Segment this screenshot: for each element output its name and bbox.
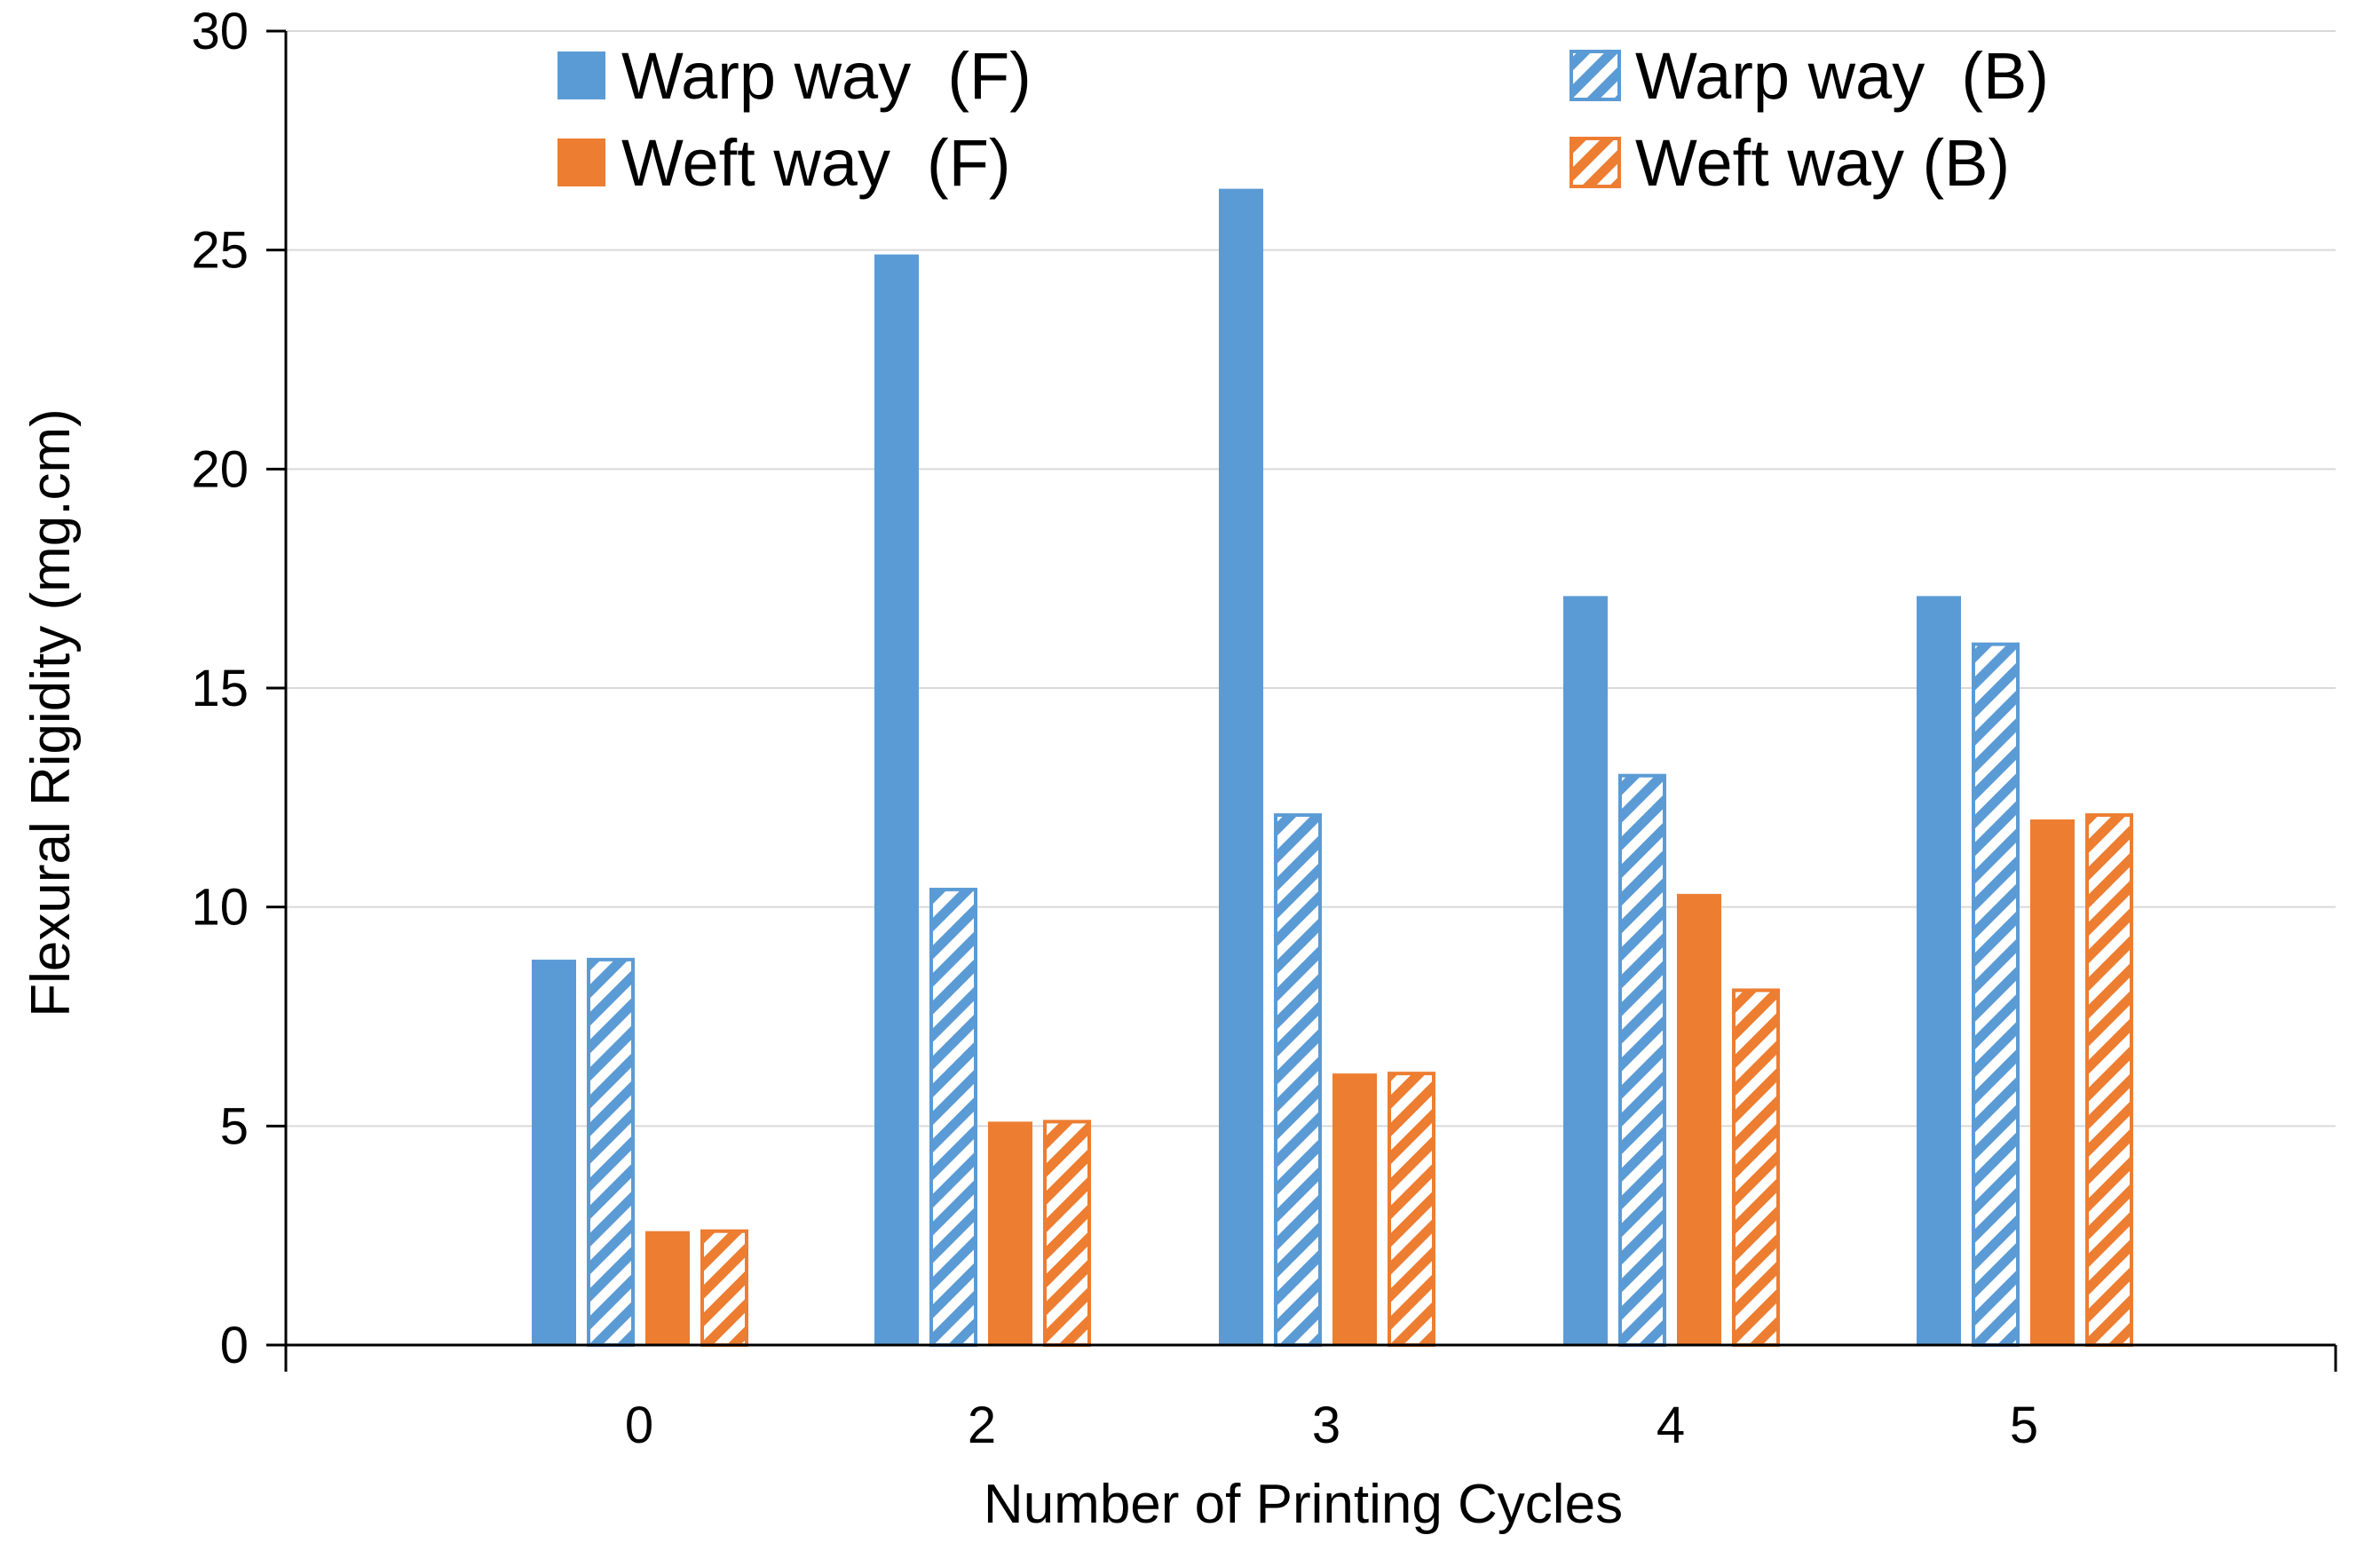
legend-swatch	[557, 138, 605, 186]
bar	[700, 1229, 748, 1347]
bar	[587, 957, 635, 1348]
x-tick-label: 4	[1657, 1397, 1685, 1454]
bar	[1563, 596, 1608, 1345]
legend-swatch	[1570, 50, 1621, 101]
bar	[1917, 596, 1961, 1345]
y-tick-label: 0	[220, 1317, 249, 1374]
y-tick-label: 10	[191, 879, 249, 937]
legend-label: Weft way (B)	[1635, 126, 2010, 200]
x-tick-label: 2	[968, 1397, 996, 1454]
y-tick-label: 20	[191, 440, 249, 498]
y-axis-title: Flexural Rigidity (mg.cm)	[20, 408, 82, 1017]
bar	[1618, 773, 1666, 1347]
x-tick-label: 3	[1312, 1397, 1340, 1454]
bars	[532, 188, 2133, 1348]
bar	[1332, 1073, 1377, 1345]
legend-label: Warp way (F)	[621, 39, 1032, 113]
x-tick-label: 5	[2010, 1397, 2038, 1454]
legend: Warp way (F) Warp way (B) Weft way (F) Weft…	[557, 39, 2049, 200]
bar	[988, 1121, 1032, 1345]
bar	[929, 887, 977, 1347]
x-tick-label: 0	[625, 1397, 653, 1454]
legend-label: Warp way (B)	[1635, 39, 2049, 113]
bar	[1677, 893, 1721, 1345]
bar	[1274, 813, 1322, 1347]
axes: 0 5 10 15 20 25 30 0 2 3 4 5	[191, 3, 2337, 1454]
legend-swatch	[557, 51, 605, 99]
bar	[532, 959, 576, 1345]
legend-swatch	[1570, 137, 1621, 188]
y-tick-label: 25	[191, 222, 249, 280]
bar	[645, 1231, 690, 1345]
bar	[874, 254, 919, 1346]
bar	[1972, 642, 2020, 1347]
bar	[1732, 988, 1780, 1348]
bar	[1043, 1120, 1091, 1348]
legend-label: Weft way (F)	[621, 126, 1011, 200]
bar	[2085, 813, 2133, 1347]
x-axis-title: Number of Printing Cycles	[984, 1474, 1623, 1535]
y-tick-label: 5	[220, 1097, 249, 1155]
bar	[2030, 819, 2075, 1345]
bar	[1219, 188, 1263, 1346]
y-tick-label: 15	[191, 660, 249, 717]
bar	[1388, 1072, 1435, 1347]
y-tick-label: 30	[191, 3, 249, 60]
